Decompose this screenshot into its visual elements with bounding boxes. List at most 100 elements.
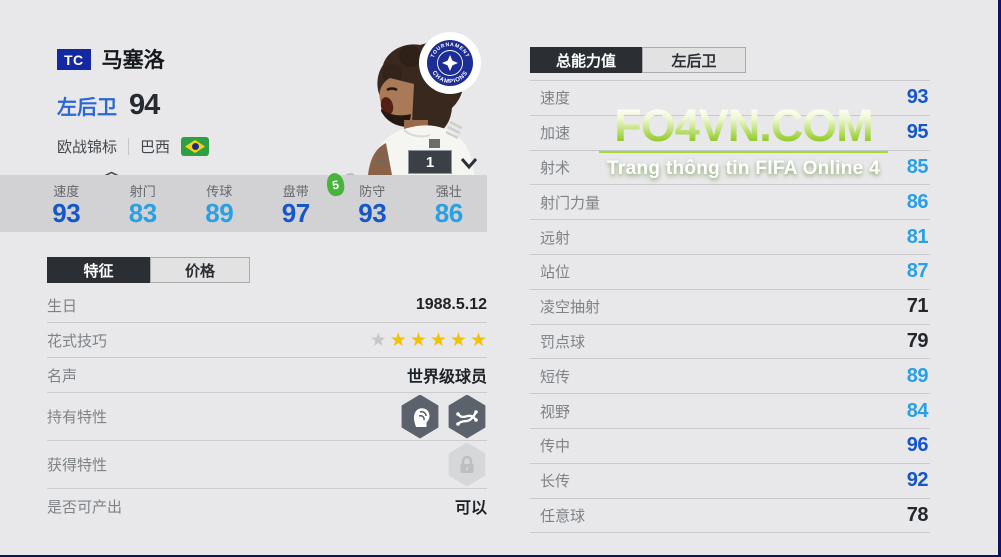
attribute-value: 87: [906, 260, 929, 283]
player-name-row: TC 马塞洛: [57, 44, 358, 74]
attribute-row: 远射 81: [530, 220, 930, 255]
summary-stat: 射门 83: [105, 181, 182, 232]
attribute-row: 罚点球 79: [530, 325, 930, 360]
attribute-row: 射门力量 86: [530, 185, 930, 221]
attribute-label: 远射: [540, 229, 571, 247]
attribute-row: 站位 87: [530, 255, 930, 290]
attribute-label: 任意球: [540, 507, 586, 525]
card-level-dropdown[interactable]: 1: [408, 150, 452, 174]
summary-stat-value: 97: [281, 198, 310, 228]
attribute-row: 加速 95: [530, 116, 930, 151]
owned-traits-label: 持有特性: [47, 409, 108, 426]
attribute-value: 81: [906, 225, 929, 248]
star-icon: ★: [469, 329, 487, 351]
attribute-label: 短传: [540, 368, 571, 386]
fame-value: 世界级球员: [406, 369, 487, 386]
summary-stat-value: 83: [128, 198, 157, 228]
attribute-value: 95: [906, 121, 929, 144]
player-name: 马塞洛: [101, 49, 165, 72]
attribute-value: 96: [906, 434, 929, 457]
star-icon: ★: [449, 329, 467, 351]
acquired-traits-label: 获得特性: [47, 457, 108, 474]
lock-icon: [448, 442, 486, 487]
summary-stat-label: 防守: [359, 184, 386, 199]
page-edge-bottom: [0, 555, 1001, 557]
position-rating-row: 左后卫 94: [57, 89, 358, 122]
attribute-list: 速度 93 加速 95 射术 85 射门力量 86 远射 81 站位 87 凌空…: [530, 80, 930, 534]
composure-head-trait-icon[interactable]: [401, 394, 439, 439]
star-icon: ★: [409, 329, 427, 351]
fame-label: 名声: [47, 367, 78, 385]
owned-trait-icons: [393, 394, 487, 439]
attribute-value: 79: [906, 329, 929, 352]
tournament-champions-badge: TOURNAMENT CHAMPIONS: [418, 31, 482, 95]
flair-stars: ★ ★ ★ ★ ★ ★: [370, 331, 487, 350]
summary-stat-label: 传球: [206, 184, 233, 199]
summary-stat: 盘带 97: [258, 181, 335, 232]
tab-traits[interactable]: 特征: [47, 257, 150, 283]
tab-overall-attributes[interactable]: 总能力值: [530, 47, 642, 73]
summary-stats-band: 速度 93 射门 83 传球 89 盘带 97 防守 93 强壮 86: [0, 175, 487, 232]
attribute-label: 速度: [540, 90, 571, 108]
attribute-label: 射门力量: [540, 194, 601, 212]
summary-stat-label: 强壮: [435, 184, 462, 199]
attribute-row: 射术 85: [530, 151, 930, 186]
trait-detail-list: 生日 1988.5.12 花式技巧 ★ ★ ★ ★ ★ ★ 名声 世界级球员 持有特性: [47, 288, 487, 523]
page-edge-right: [998, 0, 1001, 557]
attribute-row: 传中 96: [530, 429, 930, 464]
attribute-label: 罚点球: [540, 333, 586, 351]
star-icon: ★: [369, 329, 387, 351]
summary-stat-label: 速度: [53, 184, 80, 199]
attribute-value: 78: [906, 503, 929, 526]
summary-stat: 防守 93: [334, 181, 411, 232]
fame-row: 名声 世界级球员: [47, 358, 487, 393]
attribute-value: 93: [906, 86, 929, 109]
star-icon: ★: [389, 329, 407, 351]
attribute-row: 视野 84: [530, 394, 930, 429]
right-tab-bar: 总能力值 左后卫: [530, 47, 746, 73]
star-icon: ★: [429, 329, 447, 351]
summary-stat: 传球 89: [181, 181, 258, 232]
summary-stat-value: 86: [434, 198, 463, 228]
owned-traits-row: 持有特性: [47, 393, 487, 441]
nation-label: 巴西: [140, 139, 171, 156]
attribute-label: 传中: [540, 438, 571, 456]
grade-badge: TC: [57, 48, 91, 70]
producible-row: 是否可产出 可以: [47, 489, 487, 523]
tournament-label: 欧战锦标: [57, 139, 118, 156]
birthday-value: 1988.5.12: [415, 296, 487, 313]
attribute-row: 任意球 78: [530, 499, 930, 534]
attribute-value: 86: [906, 190, 929, 213]
attribute-value: 84: [906, 399, 929, 422]
producible-label: 是否可产出: [47, 498, 123, 516]
attribute-label: 站位: [540, 264, 571, 282]
flair-row: 花式技巧 ★ ★ ★ ★ ★ ★: [47, 323, 487, 358]
flair-label: 花式技巧: [47, 332, 108, 350]
attribute-value: 92: [906, 469, 929, 492]
tab-price[interactable]: 价格: [150, 257, 250, 283]
attribute-label: 凌空抽射: [540, 299, 601, 317]
producible-value: 可以: [454, 500, 487, 517]
tournament-nation-row: 欧战锦标 巴西: [57, 136, 358, 157]
summary-stat-label: 射门: [129, 184, 156, 199]
summary-stat-value: 89: [205, 198, 234, 228]
player-overall-rating: 94: [129, 89, 160, 121]
attribute-value: 89: [906, 364, 929, 387]
tab-position-attributes[interactable]: 左后卫: [642, 47, 746, 73]
summary-stat-value: 93: [358, 198, 387, 228]
birthday-label: 生日: [47, 297, 78, 315]
attribute-row: 速度 93: [530, 81, 930, 116]
left-tab-bar: 特征 价格: [47, 257, 250, 283]
chevron-down-icon[interactable]: [459, 156, 479, 170]
birthday-row: 生日 1988.5.12: [47, 288, 487, 323]
summary-stat-value: 93: [52, 198, 81, 228]
attribute-row: 凌空抽射 71: [530, 290, 930, 325]
skill-dribble-trait-icon[interactable]: [448, 394, 486, 439]
attribute-value: 71: [906, 295, 929, 318]
attribute-row: 长传 92: [530, 464, 930, 499]
acquired-traits-row: 获得特性: [47, 441, 487, 489]
attribute-label: 加速: [540, 125, 571, 143]
separator: [128, 138, 130, 155]
attribute-value: 85: [906, 155, 929, 178]
acquired-trait-icons: [440, 442, 487, 487]
